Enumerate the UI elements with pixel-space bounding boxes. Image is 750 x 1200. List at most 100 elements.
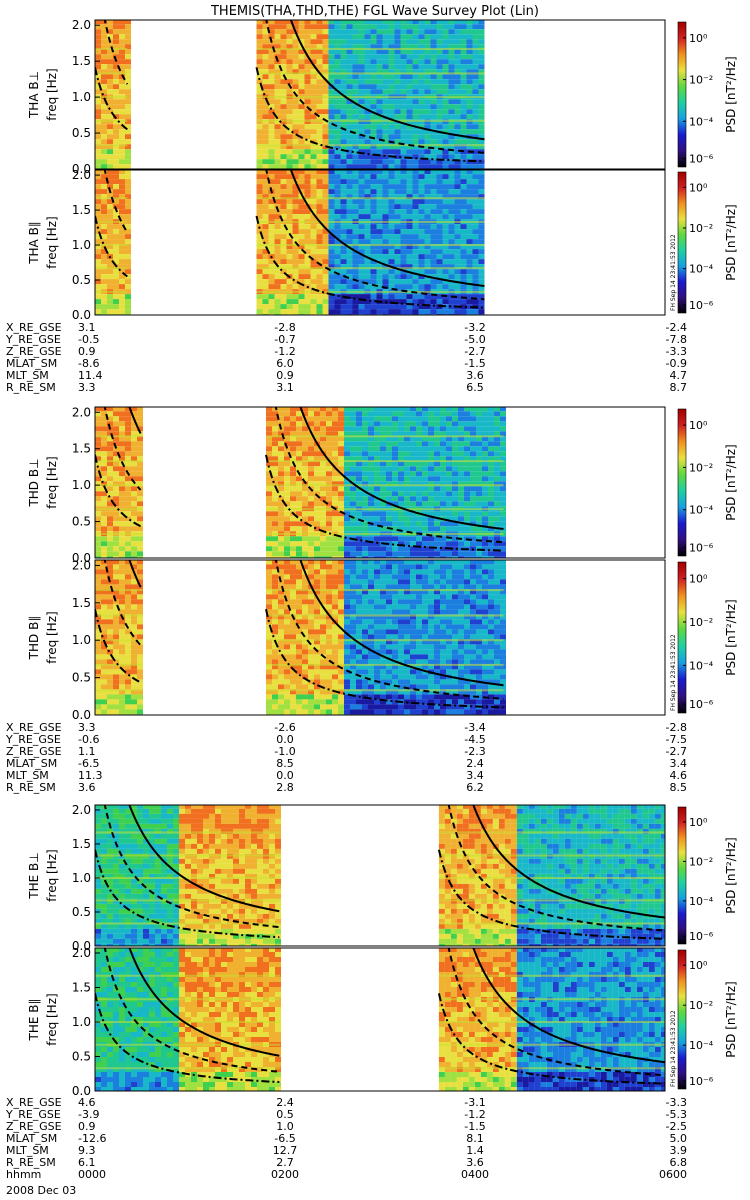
psd-cell — [466, 194, 473, 200]
psd-cell — [125, 174, 131, 180]
psd-cell — [500, 516, 506, 522]
psd-cell — [119, 604, 125, 610]
psd-cell — [494, 461, 500, 467]
psd-cell — [95, 536, 101, 542]
psd-cell — [262, 239, 269, 245]
psd-cell — [356, 546, 362, 552]
psd-cell — [326, 599, 332, 605]
psd-cell — [394, 304, 401, 310]
psd-cell — [256, 244, 263, 250]
psd-cell — [376, 309, 383, 315]
psd-cell — [340, 199, 347, 205]
psd-cell — [358, 34, 365, 40]
psd-cell — [125, 481, 131, 487]
psd-cell — [370, 204, 377, 210]
psd-cell — [442, 89, 449, 95]
psd-cell — [392, 536, 398, 542]
psd-cell — [382, 164, 389, 169]
psd-cell — [266, 491, 272, 497]
psd-cell — [95, 574, 101, 580]
psd-cell — [500, 456, 506, 462]
psd-cell — [364, 249, 371, 255]
psd-cell — [340, 259, 347, 265]
psd-cell — [358, 304, 365, 310]
psd-cell — [266, 564, 272, 570]
psd-cell — [278, 629, 284, 635]
psd-cell — [472, 244, 479, 250]
psd-cell — [406, 184, 413, 190]
psd-cell — [350, 644, 356, 650]
harmonic-line — [95, 689, 143, 692]
psd-cell — [328, 59, 335, 65]
psd-cell — [326, 589, 332, 595]
psd-cell — [326, 441, 332, 447]
psd-cell — [494, 471, 500, 477]
psd-cell — [286, 234, 293, 240]
harmonic-line — [95, 589, 143, 592]
psd-cell — [125, 629, 131, 635]
psd-cell — [296, 639, 302, 645]
psd-cell — [346, 104, 353, 110]
psd-cell — [374, 407, 380, 412]
psd-cell — [448, 29, 455, 35]
psd-cell — [332, 546, 338, 552]
psd-cell — [400, 124, 407, 130]
psd-cell — [350, 441, 356, 447]
psd-cell — [131, 451, 137, 457]
psd-cell — [346, 29, 353, 35]
psd-cell — [412, 214, 419, 220]
psd-cell — [328, 20, 335, 25]
psd-cell — [352, 109, 359, 115]
psd-cell — [436, 89, 443, 95]
psd-cell — [472, 44, 479, 50]
psd-cell — [400, 264, 407, 270]
psd-cell — [298, 249, 305, 255]
psd-cell — [442, 299, 449, 305]
psd-cell — [290, 431, 296, 437]
y-tick-label: 2.0 — [72, 18, 91, 32]
psd-cell — [368, 416, 374, 422]
psd-cell — [316, 269, 323, 275]
psd-cell — [370, 54, 377, 60]
psd-cell — [406, 259, 413, 265]
psd-cell — [256, 194, 263, 200]
psd-cell — [430, 99, 437, 105]
psd-cell — [350, 564, 356, 570]
psd-cell — [290, 629, 296, 635]
psd-cell — [296, 466, 302, 472]
psd-cell — [476, 431, 482, 437]
psd-cell — [398, 411, 404, 417]
psd-cell — [422, 461, 428, 467]
psd-cell — [119, 159, 125, 165]
psd-cell — [262, 269, 269, 275]
spectrogram-0 — [95, 20, 485, 169]
psd-cell — [382, 229, 389, 235]
psd-cell — [125, 134, 131, 140]
psd-cell — [298, 254, 305, 260]
psd-cell — [478, 239, 485, 245]
psd-cell — [472, 164, 479, 169]
psd-cell — [466, 174, 473, 180]
psd-cell — [394, 294, 401, 300]
psd-cell — [392, 471, 398, 477]
psd-cell — [256, 299, 263, 305]
psd-cell — [364, 214, 371, 220]
psd-cell — [137, 491, 143, 497]
psd-cell — [131, 471, 137, 477]
psd-cell — [404, 476, 410, 482]
harmonic-line — [256, 244, 485, 247]
psd-cell — [290, 546, 296, 552]
psd-cell — [310, 204, 317, 210]
psd-cell — [338, 521, 344, 527]
psd-cell — [376, 154, 383, 160]
psd-cell — [352, 64, 359, 70]
psd-cell — [466, 89, 473, 95]
psd-cell — [95, 24, 101, 30]
psd-cell — [442, 264, 449, 270]
psd-cell — [376, 249, 383, 255]
psd-cell — [346, 264, 353, 270]
psd-cell — [262, 214, 269, 220]
psd-cell — [344, 541, 350, 547]
psd-cell — [394, 99, 401, 105]
psd-cell — [428, 471, 434, 477]
